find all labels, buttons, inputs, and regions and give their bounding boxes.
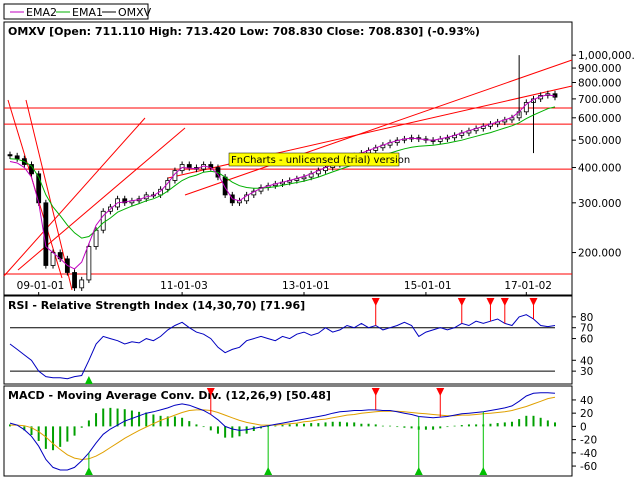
- sell-signal-marker: [371, 388, 380, 396]
- x-tick-label: 11-01-03: [160, 280, 208, 292]
- candle-body: [79, 279, 85, 289]
- price-y-tick-label: 300.000: [578, 198, 621, 210]
- buy-signal-marker: [84, 467, 93, 475]
- rsi-y-tick-label: 80: [580, 312, 593, 324]
- rsi-y-tick-label: 30: [580, 366, 593, 378]
- legend: EMA2 EMA1 OMXV: [3, 3, 152, 20]
- macd-y-tick-label: -20: [580, 435, 597, 447]
- candle-body: [72, 272, 77, 289]
- candle-body: [43, 202, 49, 266]
- sell-signal-marker: [371, 298, 380, 306]
- diagonal-trendline: [25, 99, 73, 291]
- buy-signal-marker: [84, 376, 93, 384]
- watermark-box: [228, 152, 400, 167]
- legend-label-omxv: OMXV: [118, 6, 152, 19]
- rsi-y-tick-label: 40: [580, 355, 593, 367]
- candle-body: [7, 154, 13, 157]
- x-tick-label: 15-01-01: [404, 280, 452, 292]
- sell-signal-marker: [500, 298, 509, 306]
- rsi-chart-title: RSI - Relative Strength Index (14,30,70)…: [8, 299, 305, 312]
- diagonal-trendline: [3, 117, 146, 277]
- x-tick-label: 09-01-01: [17, 280, 65, 292]
- candle-body: [523, 102, 529, 113]
- price-trendlines: [3, 59, 573, 291]
- legend-box: [3, 3, 149, 20]
- candle-body: [244, 194, 250, 202]
- candle-body: [86, 246, 92, 281]
- macd-panel: [3, 385, 573, 477]
- x-tick-label: 13-01-01: [282, 280, 330, 292]
- buy-signal-marker: [414, 467, 423, 475]
- sell-signal-marker: [529, 298, 538, 306]
- sell-signal-marker: [436, 388, 445, 396]
- candle-body: [14, 155, 20, 160]
- legend-label-ema1: EMA1: [72, 6, 103, 19]
- rsi-plot: [9, 298, 556, 384]
- watermark: FnCharts - unlicensed (trial) version: [228, 152, 410, 167]
- candle-body: [93, 229, 99, 247]
- rsi-y-tick-label: 70: [580, 323, 593, 335]
- price-y-tick-label: 200.000: [578, 248, 621, 260]
- macd-y-tick-label: 20: [580, 408, 593, 420]
- candle-body: [301, 176, 307, 180]
- price-y-axis: 1,000,000.900.000 800.000 700.000 600.000 50…: [572, 50, 635, 260]
- price-y-tick-label: 900.000: [578, 63, 621, 75]
- sell-signal-marker: [206, 388, 215, 396]
- price-y-tick-label: 700.000: [578, 94, 621, 106]
- price-y-tick-label: 400.000: [578, 163, 621, 175]
- watermark-text: FnCharts - unlicensed (trial) version: [231, 155, 410, 166]
- buy-signal-marker: [479, 467, 488, 475]
- price-ema-lines: [9, 94, 556, 270]
- macd-plot: [9, 388, 556, 475]
- buy-signal-marker: [264, 467, 273, 475]
- candle-body: [50, 252, 56, 266]
- price-y-tick-label: 500.000: [578, 135, 621, 147]
- macd-chart-title: MACD - Moving Average Conv. Div. (12,26,…: [8, 389, 331, 402]
- macd-signal-line: [10, 396, 556, 461]
- x-axis: 09-01-01 11-01-03 13-01-01 15-01-01 17-01-02: [17, 280, 552, 295]
- candle-body: [122, 198, 128, 204]
- price-chart-title: OMXV [Open: 711.110 High: 713.420 Low: 7…: [8, 25, 480, 38]
- candle-body: [100, 210, 106, 231]
- ema2-line: [9, 94, 556, 270]
- price-y-tick-label: 1,000,000.: [578, 50, 635, 62]
- rsi-y-tick-label: 60: [580, 334, 593, 346]
- legend-label-ema2: EMA2: [26, 6, 57, 19]
- macd-y-tick-label: 0: [580, 421, 587, 433]
- candle-body: [186, 164, 192, 168]
- rsi-panel: [3, 295, 573, 385]
- macd-y-tick-label: -60: [580, 461, 597, 473]
- sell-signal-marker: [486, 298, 495, 306]
- price-y-tick-label: 800.000: [578, 78, 621, 90]
- candle-body: [172, 170, 178, 181]
- macd-y-tick-label: 40: [580, 395, 593, 407]
- macd-line: [9, 392, 556, 471]
- macd-y-tick-label: -40: [580, 448, 597, 460]
- x-tick-label: 17-01-02: [504, 280, 552, 292]
- price-y-tick-label: 600.000: [578, 113, 621, 125]
- diagonal-trendline: [184, 59, 573, 196]
- sell-signal-marker: [457, 298, 466, 306]
- ema1-line: [9, 106, 556, 239]
- rsi-line: [9, 314, 556, 380]
